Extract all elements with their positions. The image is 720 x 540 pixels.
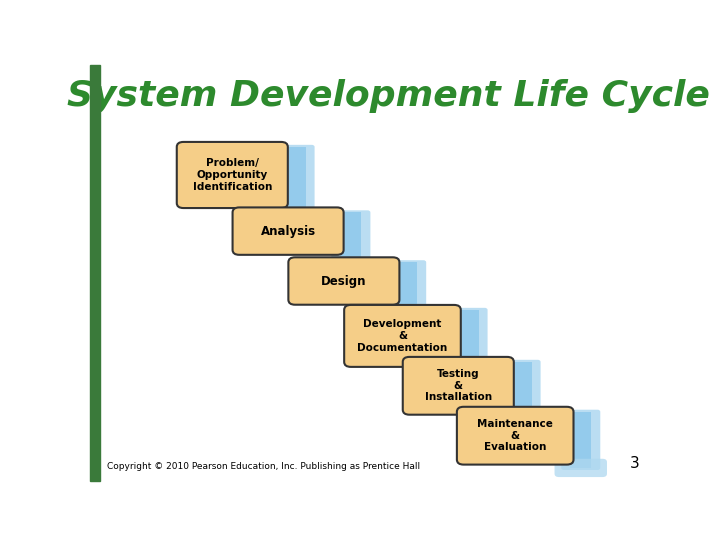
FancyBboxPatch shape [561,410,600,470]
Bar [570,412,591,468]
Bar [341,212,361,266]
FancyBboxPatch shape [177,142,288,208]
FancyBboxPatch shape [289,258,400,305]
Bar [90,65,100,481]
Bar [396,262,418,314]
FancyBboxPatch shape [442,357,494,375]
FancyBboxPatch shape [380,305,433,323]
FancyBboxPatch shape [457,407,574,464]
FancyBboxPatch shape [387,260,426,316]
Bar [284,147,306,217]
Text: Copyright © 2010 Pearson Education, Inc. Publishing as Prentice Hall: Copyright © 2010 Pearson Education, Inc.… [107,462,420,471]
Text: Development
&
Documentation: Development & Documentation [357,319,448,353]
FancyBboxPatch shape [276,145,315,219]
FancyBboxPatch shape [554,459,607,477]
FancyBboxPatch shape [495,407,547,425]
FancyBboxPatch shape [269,207,321,226]
Text: Design: Design [321,274,366,287]
FancyBboxPatch shape [325,258,377,275]
FancyBboxPatch shape [233,207,343,255]
Text: Maintenance
&
Evaluation: Maintenance & Evaluation [477,419,553,453]
FancyBboxPatch shape [449,308,487,368]
Bar [510,362,531,416]
FancyBboxPatch shape [344,305,461,367]
Text: Testing
&
Installation: Testing & Installation [425,369,492,402]
Text: System Development Life Cycle: System Development Life Cycle [67,79,710,113]
FancyBboxPatch shape [331,210,370,268]
FancyBboxPatch shape [402,357,514,415]
Text: Problem/
Opportunity
Identification: Problem/ Opportunity Identification [193,158,272,192]
Text: 3: 3 [630,456,639,471]
FancyBboxPatch shape [502,360,541,418]
Bar [457,310,479,366]
Text: Analysis: Analysis [261,225,315,238]
